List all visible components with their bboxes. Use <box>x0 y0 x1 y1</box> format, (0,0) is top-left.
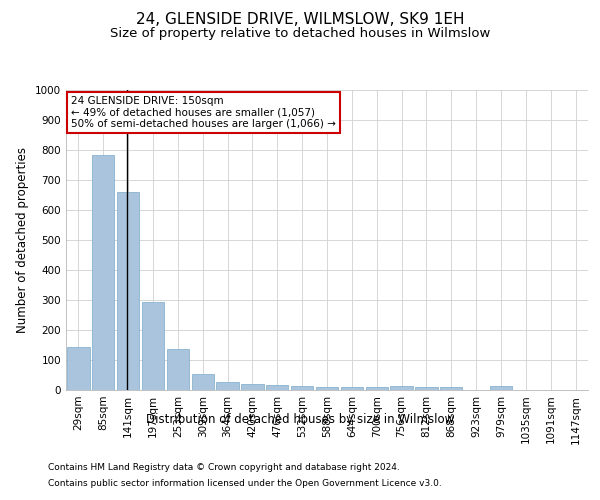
Bar <box>391 386 413 390</box>
Bar <box>241 384 263 390</box>
Text: Distribution of detached houses by size in Wilmslow: Distribution of detached houses by size … <box>146 412 454 426</box>
Bar <box>67 346 89 390</box>
Bar <box>440 388 463 390</box>
Bar <box>365 387 388 390</box>
Text: 24 GLENSIDE DRIVE: 150sqm
← 49% of detached houses are smaller (1,057)
50% of se: 24 GLENSIDE DRIVE: 150sqm ← 49% of detac… <box>71 96 336 129</box>
Bar <box>117 192 139 390</box>
Bar <box>490 386 512 390</box>
Y-axis label: Number of detached properties: Number of detached properties <box>16 147 29 333</box>
Bar <box>142 302 164 390</box>
Bar <box>167 348 189 390</box>
Text: Size of property relative to detached houses in Wilmslow: Size of property relative to detached ho… <box>110 28 490 40</box>
Bar <box>341 387 363 390</box>
Bar <box>92 155 115 390</box>
Bar <box>191 374 214 390</box>
Text: Contains HM Land Registry data © Crown copyright and database right 2024.: Contains HM Land Registry data © Crown c… <box>48 464 400 472</box>
Bar <box>291 386 313 390</box>
Bar <box>316 387 338 390</box>
Bar <box>415 388 437 390</box>
Text: Contains public sector information licensed under the Open Government Licence v3: Contains public sector information licen… <box>48 478 442 488</box>
Bar <box>217 382 239 390</box>
Text: 24, GLENSIDE DRIVE, WILMSLOW, SK9 1EH: 24, GLENSIDE DRIVE, WILMSLOW, SK9 1EH <box>136 12 464 28</box>
Bar <box>266 384 289 390</box>
